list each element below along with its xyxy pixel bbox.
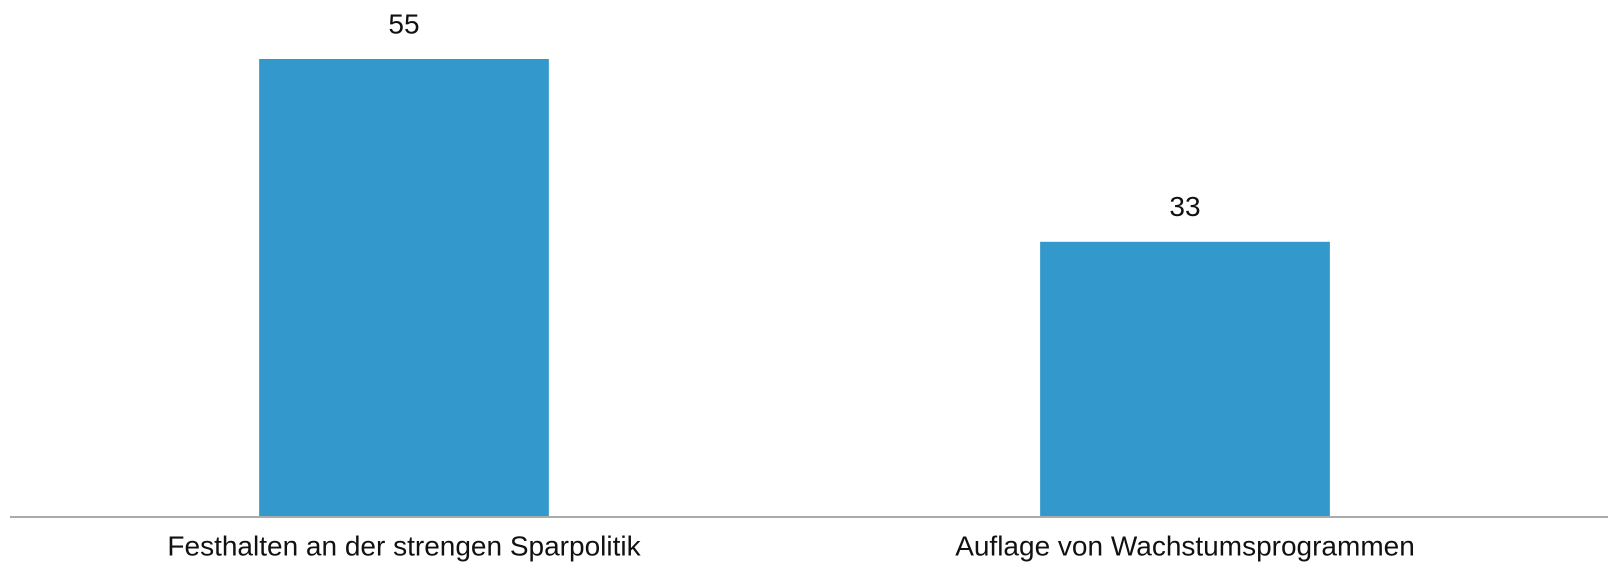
- value-label: 55: [388, 8, 419, 39]
- bar: [259, 59, 549, 516]
- x-tick-label: Auflage von Wachstumsprogrammen: [955, 530, 1415, 561]
- x-tick-label: Festhalten an der strengen Sparpolitik: [167, 530, 641, 561]
- value-label: 33: [1169, 191, 1200, 222]
- bar: [1040, 241, 1330, 517]
